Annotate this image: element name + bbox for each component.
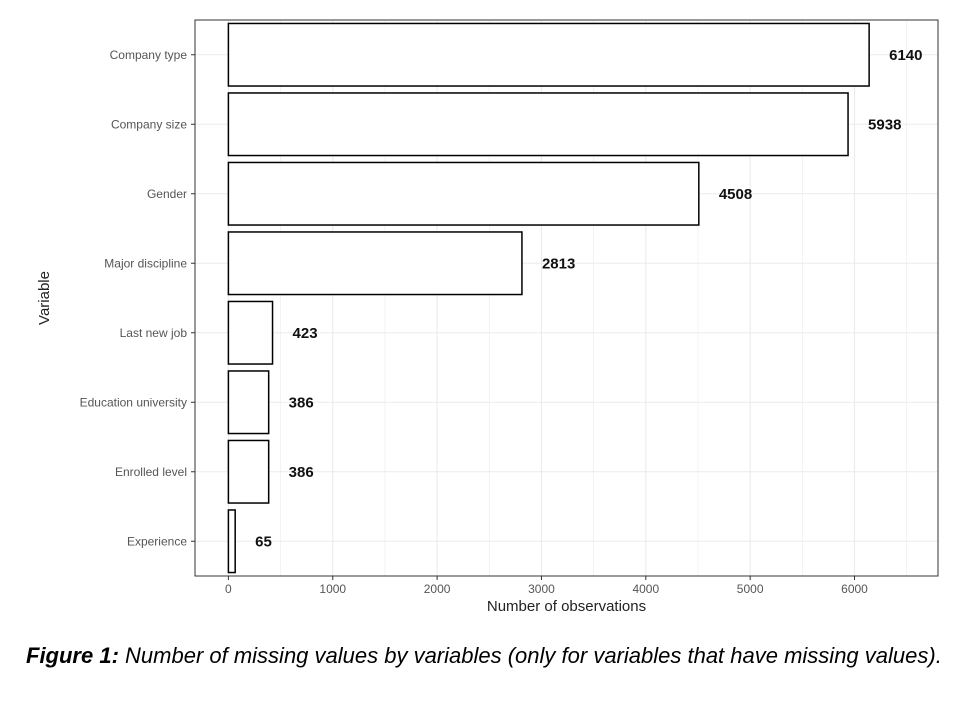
x-tick-label: 3000 [528,582,555,596]
x-tick-label: 5000 [737,582,764,596]
data-label: 65 [255,533,272,550]
y-tick-label: Company size [111,117,187,131]
data-label: 2813 [542,255,575,272]
data-label: 423 [293,325,318,342]
bar [227,92,849,157]
caption-text: Number of missing values by variables (o… [118,643,942,668]
data-labels: 6140 5938 4508 2813 423 386 386 65 [255,47,922,551]
y-tick-label: Gender [147,187,187,201]
bar [227,161,700,226]
bars [227,22,870,574]
x-tick-label: 2000 [424,582,451,596]
y-axis-title: Variable [36,271,53,325]
bar [227,231,523,296]
data-label: 386 [289,464,314,481]
x-tick-label: 0 [225,582,232,596]
x-axis: 0 1000 2000 3000 4000 5000 6000 [225,576,868,596]
bar [227,509,236,574]
y-tick-label: Education university [80,395,187,409]
x-tick-label: 6000 [841,582,868,596]
figure-caption: Figure 1: Number of missing values by va… [26,640,946,672]
data-label: 4508 [719,186,752,203]
y-tick-label: Major discipline [104,256,187,270]
y-tick-label: Last new job [120,326,188,340]
x-tick-label: 1000 [319,582,346,596]
data-label: 5938 [868,116,901,133]
y-tick-label: Enrolled level [115,465,187,479]
x-axis-title: Number of observations [487,598,646,615]
y-tick-label: Experience [127,534,187,548]
y-tick-label: Company type [110,48,188,62]
bar [227,439,270,504]
bar [227,370,270,435]
plot-panel [194,19,939,577]
bar [227,300,274,365]
y-axis: Company type Company size Gender Major disc… [80,48,195,548]
x-tick-label: 4000 [632,582,659,596]
figure-number: Figure 1: [26,643,119,668]
data-label: 6140 [889,47,922,64]
bar [227,22,870,87]
bar-chart: 6140 5938 4508 2813 423 386 386 65 Company type… [36,19,939,615]
data-label: 386 [289,394,314,411]
